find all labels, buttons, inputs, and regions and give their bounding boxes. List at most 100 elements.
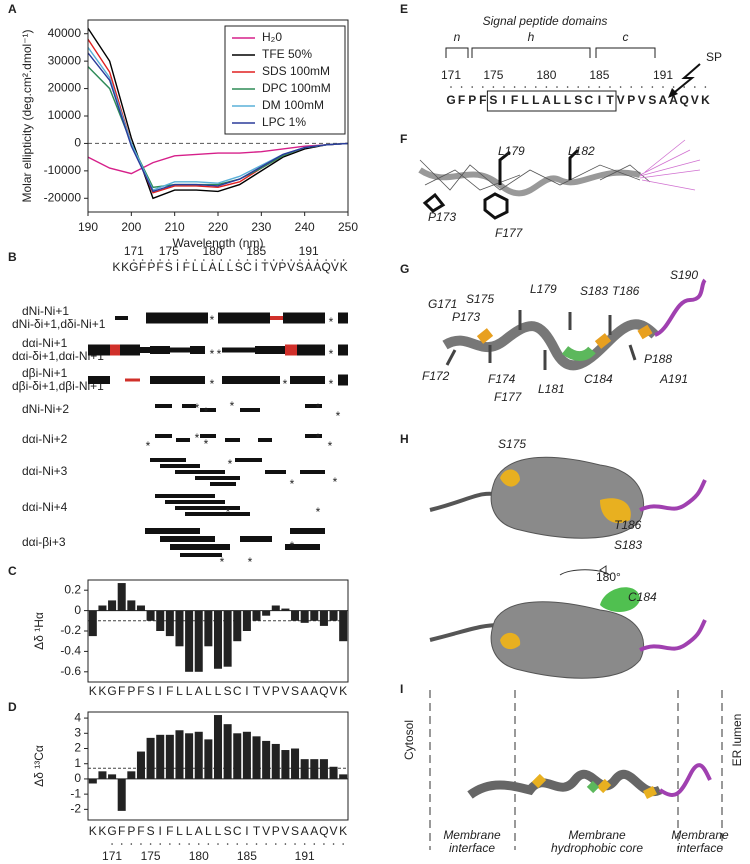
dot	[672, 86, 675, 88]
noe-asterisk: *	[146, 439, 151, 453]
bar	[242, 610, 251, 631]
bar	[310, 759, 319, 779]
region-label: Membrane	[671, 828, 729, 842]
residue: S	[165, 260, 173, 274]
bar	[98, 605, 107, 611]
residue-number: 175	[141, 849, 161, 863]
structure-f	[418, 139, 701, 220]
bar	[339, 774, 348, 779]
x-tick-label: 190	[78, 220, 98, 234]
sequence-letter: V	[638, 93, 646, 107]
residue-label: S190	[670, 268, 698, 282]
residue: P	[147, 260, 155, 274]
dot	[313, 843, 316, 845]
legend-label: DPC 100mM	[262, 81, 331, 95]
bar	[300, 610, 309, 623]
category-label: P	[272, 824, 280, 838]
x-tick-label: 240	[295, 220, 315, 234]
dot	[176, 259, 179, 261]
residue: K	[121, 260, 129, 274]
dot	[265, 843, 267, 845]
tail	[639, 479, 707, 512]
x-tick-label: 200	[121, 220, 141, 234]
residue-label: G171	[428, 297, 457, 311]
noe-bar	[305, 404, 322, 408]
residue-number: 171	[124, 244, 144, 258]
y-tick-label: 40000	[48, 26, 82, 40]
noe-bar	[222, 347, 255, 353]
dot	[566, 86, 569, 88]
series-line	[87, 52, 349, 193]
noe-asterisk: *	[336, 409, 341, 423]
noe-bar	[110, 344, 120, 356]
helix-ser	[531, 773, 658, 800]
category-label: S	[147, 824, 155, 838]
hydrophobic-box	[486, 90, 617, 112]
dot	[316, 259, 319, 261]
sequence-letter: Q	[680, 93, 689, 107]
region-label: Membrane	[443, 828, 501, 842]
bar	[271, 605, 280, 611]
sequence-letter: V	[617, 93, 625, 107]
sequence-letter: C	[584, 93, 593, 107]
residue: I	[255, 260, 258, 274]
bar	[242, 731, 251, 779]
sequence-letter: K	[701, 93, 710, 107]
row-label: dαi-Ni+4	[22, 500, 68, 514]
x-axis-label: Wavelength (nm)	[173, 236, 264, 250]
bar	[194, 610, 203, 672]
row-sublabel: dNi-δi+1,dδi-Ni+1	[12, 317, 106, 331]
bar	[329, 610, 338, 621]
residue: A	[305, 260, 313, 274]
category-label: P	[272, 684, 280, 698]
residue: T	[261, 260, 269, 274]
noe-bar	[338, 374, 348, 386]
dot	[159, 843, 162, 845]
legend-box	[224, 25, 346, 135]
sequence-letter: F	[458, 93, 465, 107]
category-label: K	[89, 684, 97, 698]
dot	[130, 843, 133, 845]
noe-asterisk: *	[226, 505, 231, 519]
tail	[639, 619, 707, 652]
category-label: K	[98, 684, 106, 698]
residue-label: L179	[530, 282, 557, 296]
category-label: P	[127, 824, 135, 838]
bar	[262, 740, 271, 779]
residue-label: S183	[614, 538, 642, 552]
noe-asterisk: *	[290, 539, 295, 553]
residue-label: A191	[659, 372, 688, 386]
dot	[194, 259, 196, 261]
cleavage-arrowhead	[668, 88, 678, 98]
y-tick-label: 2	[74, 741, 81, 755]
domain-label: h	[528, 30, 535, 44]
dot	[111, 843, 113, 845]
category-label: K	[98, 824, 106, 838]
noe-asterisk: *	[220, 555, 225, 569]
noe-bar	[270, 316, 283, 320]
dot	[207, 843, 210, 845]
category-label: S	[224, 684, 232, 698]
residue: Q	[321, 260, 330, 274]
helix-cys	[586, 780, 600, 794]
sequence-letter: S	[574, 93, 582, 107]
tail	[429, 491, 501, 512]
noe-bar	[165, 500, 225, 504]
residue: K	[340, 260, 348, 274]
sequence-letter: F	[479, 93, 486, 107]
noe-asterisk: *	[329, 377, 334, 391]
residue-label: C184	[628, 590, 657, 604]
category-label: S	[291, 684, 299, 698]
residue-number: 180	[203, 244, 223, 258]
noe-bar	[140, 347, 150, 353]
domain-bracket	[471, 47, 591, 58]
noe-bar	[265, 470, 286, 474]
dot	[226, 843, 229, 845]
noe-asterisk: *	[329, 347, 334, 361]
dot	[323, 843, 325, 845]
category-label: Q	[319, 684, 328, 698]
category-label: K	[339, 684, 347, 698]
sequence-letter: L	[532, 93, 539, 107]
noe-bar	[200, 434, 216, 438]
noe-bar	[285, 344, 297, 356]
